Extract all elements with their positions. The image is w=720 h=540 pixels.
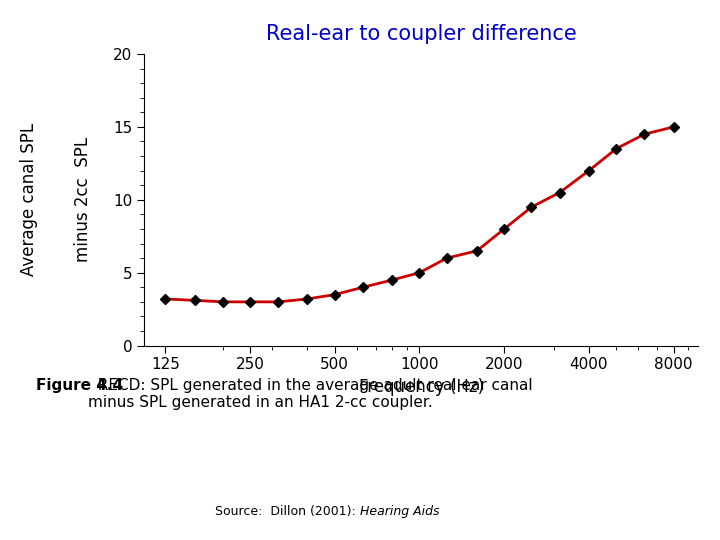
Text: Average canal SPL: Average canal SPL (19, 123, 38, 276)
Text: Figure 4.4: Figure 4.4 (36, 378, 123, 393)
Text: Source:  Dillon (2001):: Source: Dillon (2001): (215, 505, 360, 518)
Text: RECD: SPL generated in the average adult real ear canal
minus SPL generated in a: RECD: SPL generated in the average adult… (88, 378, 533, 410)
Text: Hearing Aids: Hearing Aids (360, 505, 439, 518)
X-axis label: Frequency (Hz): Frequency (Hz) (359, 378, 484, 396)
Text: minus 2cc  SPL: minus 2cc SPL (73, 137, 92, 262)
Title: Real-ear to coupler difference: Real-ear to coupler difference (266, 24, 577, 44)
